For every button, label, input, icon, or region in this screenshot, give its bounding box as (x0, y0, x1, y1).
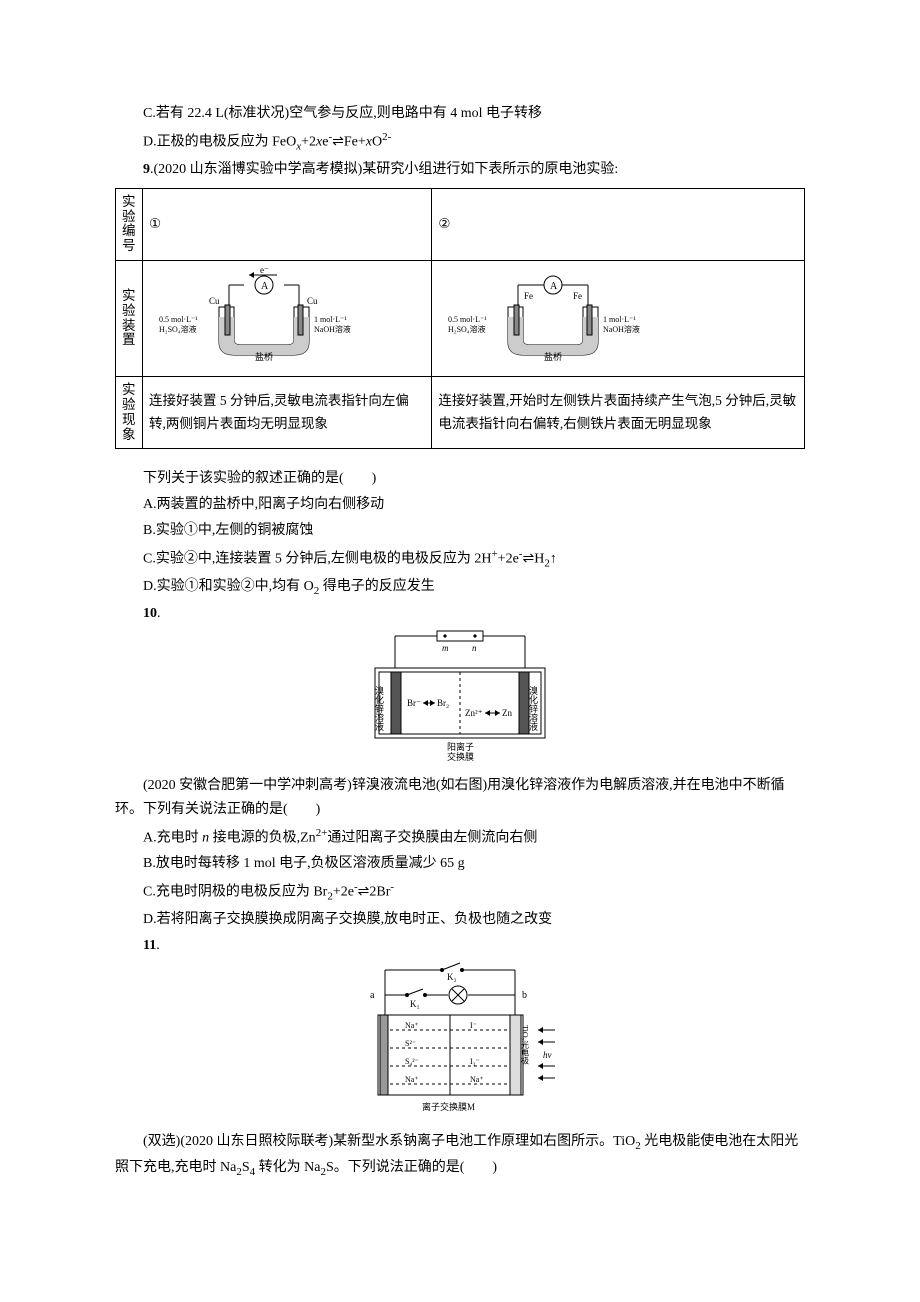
opt-d-e: O (372, 134, 382, 149)
q11-diagram: K₂ K₁ a b TiO₂光电极 hv Na⁺ I⁻ (350, 960, 570, 1120)
q9-stem-line: 9.(2020 山东淄博实验中学高考模拟)某研究小组进行如下表所示的原电池实验: (115, 158, 805, 182)
q11-k1: K₁ (410, 999, 420, 1009)
cell-col2-id: ② (432, 188, 805, 260)
q10-num: 10 (143, 606, 157, 621)
d2-fe-l: Fe (524, 291, 533, 301)
q11-I3: I₃⁻ (470, 1057, 480, 1066)
d1-cu-l: Cu (209, 296, 220, 306)
d1-rl2: NaOH溶液 (314, 324, 351, 334)
opt-d-d: Fe+ (344, 134, 366, 149)
q11-s2: S²⁻ (405, 1039, 416, 1048)
cell-device-2: A Fe Fe 0.5 mol·L⁻¹ H₂SO₄溶液 1 mol·L⁻¹ Na… (432, 261, 805, 377)
q11-stem: (双选)(2020 山东日照校际联考)某新型水系钠离子电池工作原理如右图所示。T… (115, 1130, 805, 1181)
cell-obs-2: 连接好装置,开始时左侧铁片表面持续产生气泡,5 分钟后,灵敏电流表指针向右偏转,… (432, 377, 805, 449)
q11-memb: 离子交换膜M (422, 1101, 475, 1112)
q9-num: 9 (143, 162, 150, 177)
row-header-obs: 实验现象 (116, 377, 143, 449)
q10-optC: C.充电时阴极的电极反应为 Br2+2e-⇌2Br- (115, 878, 805, 906)
q9-table: 实验编号 ① ② 实验装置 e⁻ A (115, 188, 805, 450)
d1-ll2: H₂SO₄溶液 (159, 324, 197, 334)
q9-stem: 下列关于该实验的叙述正确的是( ) (115, 467, 805, 491)
q10-diagram-wrap: m n 溴化锌溶液 溴化锌溶液 Br⁻ Br₂ Zn²⁺ Zn 阳离子 交换膜 (115, 628, 805, 772)
q11-na3: Na⁺ (470, 1075, 484, 1084)
q10-m: m (442, 643, 449, 653)
q11-num: 11 (143, 938, 156, 953)
q11-tio2: TiO₂光电极 (521, 1025, 530, 1065)
d2-rl2: NaOH溶液 (603, 324, 640, 334)
q11-na2: Na⁺ (405, 1075, 419, 1084)
cell-obs-1: 连接好装置 5 分钟后,灵敏电流表指针向左偏转,两侧铜片表面均无明显现象 (143, 377, 432, 449)
opt-d-eq: ⇌ (332, 134, 344, 149)
q10-memb2: 交换膜 (447, 751, 474, 762)
d2-rl1: 1 mol·L⁻¹ (603, 315, 636, 324)
q10-diagram: m n 溴化锌溶液 溴化锌溶液 Br⁻ Br₂ Zn²⁺ Zn 阳离子 交换膜 (355, 628, 565, 763)
q11-na1: Na⁺ (405, 1021, 419, 1030)
exp2-diagram: A Fe Fe 0.5 mol·L⁻¹ H₂SO₄溶液 1 mol·L⁻¹ Na… (438, 267, 668, 362)
option-c-text: C.若有 22.4 L(标准状况)空气参与反应,则电路中有 4 mol 电子转移 (115, 102, 805, 126)
q10-line: 10. (115, 602, 805, 626)
q11-s4: S₄²⁻ (405, 1057, 419, 1066)
q11-b: b (522, 990, 527, 1001)
d1-cu-r: Cu (307, 296, 318, 306)
d1-bridge: 盐桥 (255, 351, 273, 362)
q9-optD: D.实验①和实验②中,均有 O2 得电子的反应发生 (115, 575, 805, 600)
opt-d-sup2: 2- (382, 131, 391, 143)
q10-n: n (472, 643, 477, 653)
opt-d-b: +2 (301, 134, 316, 149)
q10-optA: A.充电时 n 接电源的负极,Zn2+通过阳离子交换膜由左侧流向右侧 (115, 824, 805, 850)
q11-line: 11. (115, 934, 805, 958)
cell-col1-id: ① (143, 188, 432, 260)
d1-rl1: 1 mol·L⁻¹ (314, 315, 347, 324)
q10-optD: D.若将阳离子交换膜换成阴离子交换膜,放电时正、负极也随之改变 (115, 908, 805, 932)
q9-src: .(2020 山东淄博实验中学高考模拟)某研究小组进行如下表所示的原电池实验: (150, 162, 618, 177)
d1-ll1: 0.5 mol·L⁻¹ (159, 315, 198, 324)
q11-hv: hv (543, 1050, 552, 1060)
d2-bridge: 盐桥 (544, 351, 562, 362)
d1-ammeter: A (261, 281, 269, 292)
q10-stem: (2020 安徽合肥第一中学冲刺高考)锌溴液流电池(如右图)用溴化锌溶液作为电解… (115, 774, 805, 822)
q10-optB: B.放电时每转移 1 mol 电子,负极区溶液质量减少 65 g (115, 852, 805, 876)
q10-br2: Br₂ (437, 698, 449, 708)
d2-fe-r: Fe (573, 291, 582, 301)
option-d-text: D.正极的电极反应为 FeOx+2xe-⇌Fe+xO2- (115, 128, 805, 156)
q11-dot: . (156, 938, 160, 953)
q9-optB: B.实验①中,左侧的铜被腐蚀 (115, 519, 805, 543)
opt-d-a: D.正极的电极反应为 FeO (143, 134, 296, 149)
d1-eminus: e⁻ (260, 267, 269, 275)
q10-dot: . (157, 606, 161, 621)
q11-a: a (370, 990, 375, 1001)
q11-diagram-wrap: K₂ K₁ a b TiO₂光电极 hv Na⁺ I⁻ (115, 960, 805, 1129)
q11-I: I⁻ (470, 1021, 477, 1030)
row-header-device: 实验装置 (116, 261, 143, 377)
q11-k2: K₂ (447, 972, 457, 982)
q9-optA: A.两装置的盐桥中,阳离子均向右侧移动 (115, 493, 805, 517)
cell-device-1: e⁻ A Cu Cu 0.5 mol·L⁻¹ H₂SO₄溶液 1 mol·L⁻¹… (143, 261, 432, 377)
q10-rl: 溴化锌溶液 (528, 685, 538, 732)
d2-ll2: H₂SO₄溶液 (448, 324, 486, 334)
q10-zn: Zn (502, 708, 512, 718)
q10-br: Br⁻ (407, 698, 421, 708)
q10-zn2: Zn²⁺ (465, 708, 483, 718)
d2-ammeter: A (550, 281, 558, 292)
q10-ll: 溴化锌溶液 (374, 685, 384, 732)
exp1-diagram: e⁻ A Cu Cu 0.5 mol·L⁻¹ H₂SO₄溶液 1 mol·L⁻¹… (149, 267, 379, 362)
row-header-id: 实验编号 (116, 188, 143, 260)
q9-optC: C.实验②中,连接装置 5 分钟后,左侧电极的电极反应为 2H++2e-⇌H2↑ (115, 545, 805, 573)
d2-ll1: 0.5 mol·L⁻¹ (448, 315, 487, 324)
q10-memb: 阳离子 (447, 741, 474, 752)
